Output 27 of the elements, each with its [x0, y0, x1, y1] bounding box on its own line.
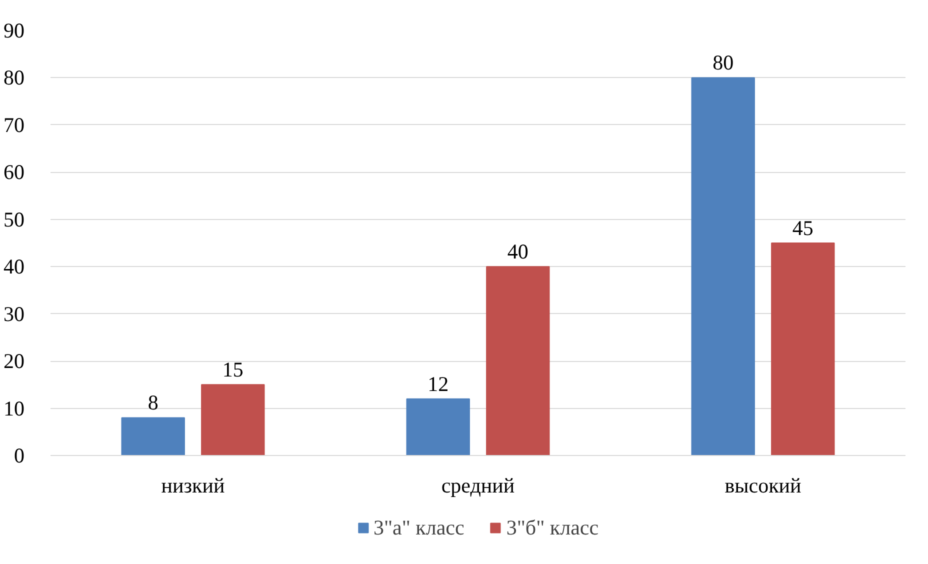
bar [691, 77, 755, 456]
bar [121, 417, 185, 456]
data-label: 15 [222, 358, 244, 382]
y-tick-label: 40 [4, 254, 24, 279]
data-label: 12 [428, 372, 449, 396]
x-tick-label: средний [441, 474, 515, 498]
bar [406, 398, 470, 456]
y-tick-label: 80 [4, 66, 24, 90]
data-label: 8 [148, 390, 158, 415]
data-label: 40 [507, 240, 528, 264]
bar [486, 266, 550, 456]
data-label: 45 [792, 216, 814, 240]
y-tick-label: 90 [4, 18, 24, 42]
x-tick-label: высокий [724, 474, 802, 498]
y-tick-label: 70 [4, 112, 24, 137]
x-tick-label: низкий [161, 474, 225, 498]
y-tick-label: 50 [4, 207, 24, 232]
bar [201, 384, 265, 456]
y-tick-label: 30 [4, 302, 24, 326]
data-label: 80 [712, 50, 734, 75]
y-tick-label: 10 [4, 396, 24, 420]
bar [771, 242, 835, 456]
legend-label: 3"б" класс [506, 515, 599, 540]
y-tick-label: 60 [4, 160, 24, 184]
legend-label: 3"а" класс [373, 515, 464, 540]
y-tick-label: 0 [14, 444, 24, 468]
y-tick-label: 20 [4, 349, 24, 374]
